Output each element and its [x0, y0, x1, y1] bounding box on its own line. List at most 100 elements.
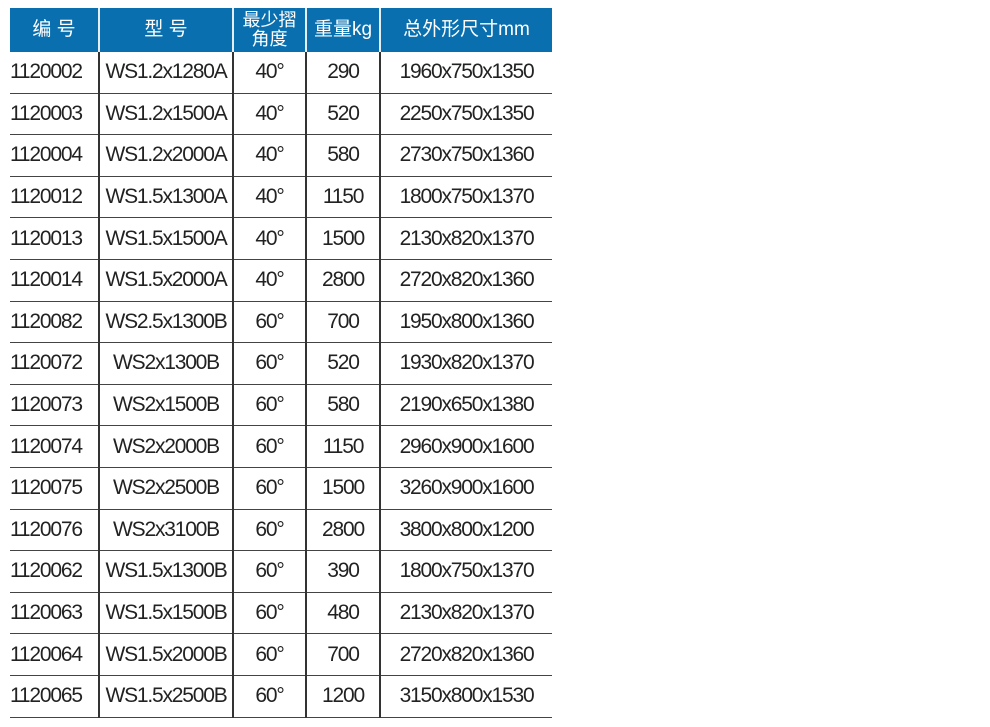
weight-cell: 520: [305, 93, 380, 136]
id-cell: 1120073: [10, 384, 99, 427]
model-cell: WS1.5x1500A: [98, 217, 233, 260]
table-row: 1120064 WS1.5x2000B 60° 700 2720x820x1360: [10, 633, 552, 676]
table-row: 1120002 WS1.2x1280A 40° 290 1960x750x1350: [10, 52, 552, 94]
dimensions-cell: 1950x800x1360: [379, 301, 552, 344]
dimensions-cell: 1930x820x1370: [379, 342, 552, 385]
dimensions-cell: 2190x650x1380: [379, 384, 552, 427]
id-cell: 1120012: [10, 176, 99, 219]
table-row: 1120073 WS2x1500B 60° 580 2190x650x1380: [10, 384, 552, 427]
dimensions-cell: 3150x800x1530: [379, 675, 552, 718]
dimensions-cell: 1800x750x1370: [379, 176, 552, 219]
model-cell: WS1.5x2000A: [98, 259, 233, 302]
header-id: 编 号: [10, 8, 99, 52]
id-cell: 1120076: [10, 509, 99, 552]
angle-cell: 60°: [232, 675, 306, 718]
id-cell: 1120004: [10, 134, 99, 177]
dimensions-cell: 2250x750x1350: [379, 93, 552, 136]
model-cell: WS2x3100B: [98, 509, 233, 552]
model-cell: WS2x1300B: [98, 342, 233, 385]
model-cell: WS1.5x2500B: [98, 675, 233, 718]
weight-cell: 700: [305, 301, 380, 344]
angle-cell: 40°: [232, 259, 306, 302]
weight-cell: 580: [305, 384, 380, 427]
weight-cell: 2800: [305, 259, 380, 302]
model-cell: WS1.2x2000A: [98, 134, 233, 177]
id-cell: 1120014: [10, 259, 99, 302]
weight-cell: 1500: [305, 467, 380, 510]
model-cell: WS2x1500B: [98, 384, 233, 427]
model-cell: WS1.2x1500A: [98, 93, 233, 136]
dimensions-cell: 2960x900x1600: [379, 425, 552, 468]
table-row: 1120062 WS1.5x1300B 60° 390 1800x750x1370: [10, 550, 552, 593]
table-row: 1120074 WS2x2000B 60° 1150 2960x900x1600: [10, 425, 552, 468]
table-row: 1120075 WS2x2500B 60° 1500 3260x900x1600: [10, 467, 552, 510]
weight-cell: 480: [305, 592, 380, 635]
weight-cell: 700: [305, 633, 380, 676]
table-row: 1120014 WS1.5x2000A 40° 2800 2720x820x1360: [10, 259, 552, 302]
table-row: 1120012 WS1.5x1300A 40° 1150 1800x750x1370: [10, 176, 552, 219]
dimensions-cell: 1800x750x1370: [379, 550, 552, 593]
weight-cell: 2800: [305, 509, 380, 552]
angle-cell: 40°: [232, 52, 306, 94]
weight-cell: 290: [305, 52, 380, 94]
header-dimensions: 总外形尺寸mm: [379, 8, 552, 52]
weight-cell: 580: [305, 134, 380, 177]
dimensions-cell: 2730x750x1360: [379, 134, 552, 177]
table-row: 1120063 WS1.5x1500B 60° 480 2130x820x1370: [10, 592, 552, 635]
table-row: 1120004 WS1.2x2000A 40° 580 2730x750x1360: [10, 134, 552, 177]
id-cell: 1120064: [10, 633, 99, 676]
id-cell: 1120003: [10, 93, 99, 136]
angle-cell: 60°: [232, 467, 306, 510]
header-min-angle: 最少摺角度: [232, 8, 306, 52]
angle-cell: 60°: [232, 509, 306, 552]
weight-cell: 1150: [305, 176, 380, 219]
table-row: 1120065 WS1.5x2500B 60° 1200 3150x800x1530: [10, 675, 552, 718]
angle-cell: 60°: [232, 592, 306, 635]
model-cell: WS1.5x2000B: [98, 633, 233, 676]
id-cell: 1120065: [10, 675, 99, 718]
dimensions-cell: 3800x800x1200: [379, 509, 552, 552]
angle-cell: 40°: [232, 134, 306, 177]
model-cell: WS2x2000B: [98, 425, 233, 468]
model-cell: WS2x2500B: [98, 467, 233, 510]
model-cell: WS2.5x1300B: [98, 301, 233, 344]
table-row: 1120003 WS1.2x1500A 40° 520 2250x750x1350: [10, 93, 552, 136]
dimensions-cell: 1960x750x1350: [379, 52, 552, 94]
model-cell: WS1.5x1500B: [98, 592, 233, 635]
model-cell: WS1.5x1300A: [98, 176, 233, 219]
angle-cell: 60°: [232, 633, 306, 676]
id-cell: 1120075: [10, 467, 99, 510]
id-cell: 1120082: [10, 301, 99, 344]
angle-cell: 40°: [232, 176, 306, 219]
header-row: 编 号 型 号 最少摺角度 重量kg 总外形尺寸mm: [10, 8, 552, 52]
weight-cell: 390: [305, 550, 380, 593]
table-row: 1120076 WS2x3100B 60° 2800 3800x800x1200: [10, 509, 552, 552]
dimensions-cell: 2130x820x1370: [379, 592, 552, 635]
angle-cell: 40°: [232, 217, 306, 260]
weight-cell: 1200: [305, 675, 380, 718]
table-row: 1120082 WS2.5x1300B 60° 700 1950x800x1360: [10, 301, 552, 344]
angle-cell: 60°: [232, 550, 306, 593]
id-cell: 1120074: [10, 425, 99, 468]
dimensions-cell: 3260x900x1600: [379, 467, 552, 510]
header-weight: 重量kg: [305, 8, 380, 52]
angle-cell: 60°: [232, 342, 306, 385]
dimensions-cell: 2130x820x1370: [379, 217, 552, 260]
id-cell: 1120072: [10, 342, 99, 385]
angle-cell: 40°: [232, 93, 306, 136]
angle-cell: 60°: [232, 384, 306, 427]
table-row: 1120013 WS1.5x1500A 40° 1500 2130x820x1370: [10, 217, 552, 260]
weight-cell: 520: [305, 342, 380, 385]
angle-cell: 60°: [232, 425, 306, 468]
id-cell: 1120062: [10, 550, 99, 593]
dimensions-cell: 2720x820x1360: [379, 259, 552, 302]
model-cell: WS1.5x1300B: [98, 550, 233, 593]
id-cell: 1120002: [10, 52, 99, 94]
id-cell: 1120063: [10, 592, 99, 635]
id-cell: 1120013: [10, 217, 99, 260]
weight-cell: 1150: [305, 425, 380, 468]
header-model: 型 号: [98, 8, 233, 52]
dimensions-cell: 2720x820x1360: [379, 633, 552, 676]
table-row: 1120072 WS2x1300B 60° 520 1930x820x1370: [10, 342, 552, 385]
spec-table: 编 号 型 号 最少摺角度 重量kg 总外形尺寸mm 1120002 WS1.2x…: [10, 8, 552, 718]
